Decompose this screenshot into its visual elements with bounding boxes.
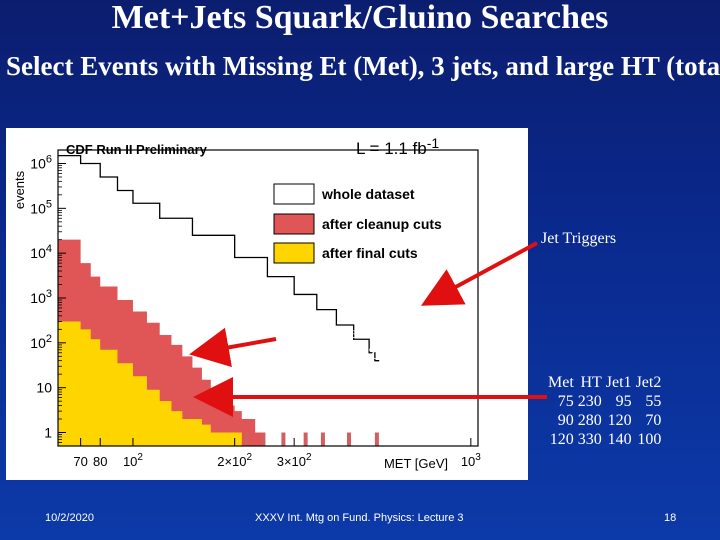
table-cell: 55 xyxy=(645,393,662,410)
isolated-bin xyxy=(245,432,250,446)
table-cell: 70 xyxy=(645,412,662,429)
table-cell: Met xyxy=(548,374,574,391)
legend-swatch xyxy=(273,242,315,264)
chart-title: CDF Run II Preliminary xyxy=(66,142,208,157)
table-header-row: Met HT Jet1 Jet2 xyxy=(548,373,665,392)
table-row: 90 280 120 70 xyxy=(548,411,665,430)
table-cell: 90 xyxy=(557,412,574,429)
footer-date: 10/2/2020 xyxy=(45,512,94,524)
legend-label: whole dataset xyxy=(321,186,415,202)
y-tick-label: 103 xyxy=(30,288,52,306)
jet-triggers-label: Jet Triggers xyxy=(541,230,617,247)
table-cell: HT xyxy=(580,374,602,391)
isolated-bin xyxy=(320,432,325,446)
slide-subtitle: Select Events with Missing Et (Met), 3 j… xyxy=(6,51,720,81)
luminosity-label: L = 1.1 fb-1 xyxy=(356,135,439,158)
isolated-bin xyxy=(303,432,308,446)
cuts-table: Met HT Jet1 Jet2 75 230 95 55 90 280 120 70 120 330 14… xyxy=(548,373,665,449)
x-tick-label: 3×102 xyxy=(277,452,312,469)
x-axis-label: MET [GeV] xyxy=(384,456,448,471)
legend-label: after final cuts xyxy=(322,245,418,261)
cuts-label-line1: Met>70,3 Jets>25, xyxy=(277,325,397,342)
x-tick-label: 80 xyxy=(93,454,107,469)
met-histogram-panel: 1 10 102 103 104 105 106 70 80 102 2×102 3×102 103 ev… xyxy=(6,128,528,480)
table-cell: 75 xyxy=(557,393,574,410)
isolated-bin xyxy=(346,432,351,446)
footer-text: XXXV Int. Mtg on Fund. Physics: Lecture … xyxy=(255,512,464,524)
y-tick-label: 106 xyxy=(30,153,52,171)
table-cell: 100 xyxy=(637,431,662,448)
table-cell: Jet1 xyxy=(605,374,632,391)
x-tick-label: 70 xyxy=(73,454,87,469)
y-tick-label: 102 xyxy=(30,333,52,351)
cuts-label-line2: DP(J,Met),no Z xyxy=(277,346,378,363)
table-cell: 140 xyxy=(607,431,632,448)
table-cell: 95 xyxy=(615,393,632,410)
legend-swatch xyxy=(273,213,315,235)
x-tick-label: 102 xyxy=(123,452,143,469)
isolated-bin xyxy=(374,432,379,446)
table-cell: 120 xyxy=(607,412,632,429)
y-tick-label: 1 xyxy=(44,425,52,441)
series-2-area xyxy=(58,321,242,446)
legend-swatch xyxy=(273,183,315,205)
isolated-bin xyxy=(281,432,286,446)
y-tick-label: 105 xyxy=(30,198,52,216)
footer-page: 18 xyxy=(664,512,677,524)
y-axis-label: events xyxy=(12,170,27,209)
table-cell: 230 xyxy=(577,393,602,410)
y-tick-label: 10 xyxy=(36,380,52,396)
legend-label: after cleanup cuts xyxy=(322,216,442,232)
met-histogram: 1 10 102 103 104 105 106 70 80 102 2×102 3×102 103 ev… xyxy=(12,135,481,471)
table-cell: 280 xyxy=(577,412,602,429)
series-0-line xyxy=(58,154,380,362)
x-tick-label: 2×102 xyxy=(217,452,252,469)
table-row: 120 330 140 100 xyxy=(548,430,665,449)
isolated-bin xyxy=(261,432,266,446)
slide-title: Met+Jets Squark/Gluino Searches xyxy=(111,0,609,36)
y-tick-label: 104 xyxy=(30,243,52,261)
table-row: 75 230 95 55 xyxy=(548,392,665,411)
table-cell: Jet2 xyxy=(635,374,662,391)
table-cell: 120 xyxy=(549,431,574,448)
x-tick-label: 103 xyxy=(461,452,481,469)
table-cell: 330 xyxy=(577,431,602,448)
